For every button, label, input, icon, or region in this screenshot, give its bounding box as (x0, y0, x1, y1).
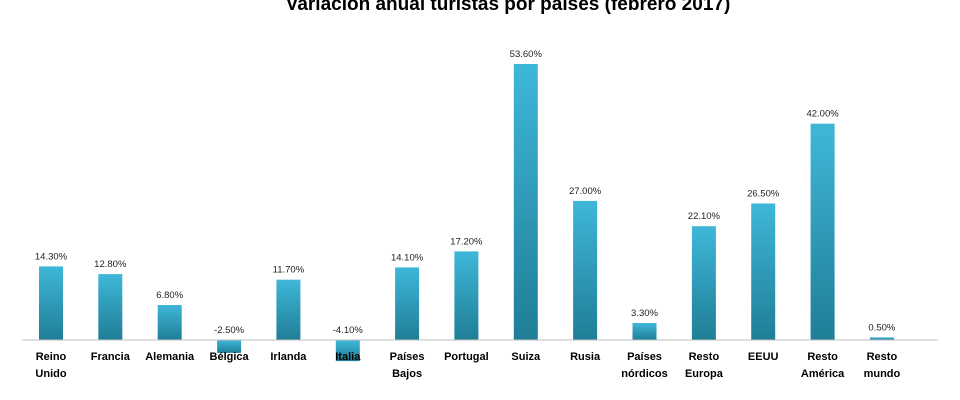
value-label-paises-nordicos: 3.30% (631, 308, 658, 319)
value-label-paises-bajos: 14.10% (391, 252, 424, 263)
category-label-resto-mundo: Resto (867, 351, 898, 363)
bar-suiza (513, 64, 538, 340)
category-label-resto-america: América (801, 368, 845, 380)
category-label-paises-nordicos: Países (627, 351, 662, 363)
bar-francia (98, 274, 123, 340)
bar-belgica (217, 340, 242, 353)
bar-resto-america (810, 123, 835, 340)
value-label-resto-mundo: 0.50% (868, 322, 895, 333)
value-label-irlanda: 11.70% (273, 265, 305, 276)
bar-resto-europa (691, 226, 716, 340)
value-label-reino-unido: 14.30% (35, 251, 68, 262)
category-label-reino-unido: Reino (36, 351, 67, 363)
value-label-alemania: 6.80% (156, 290, 183, 301)
category-label-italia: Italia (335, 351, 361, 363)
value-label-italia: -4.10% (333, 325, 364, 336)
value-label-francia: 12.80% (94, 259, 127, 270)
bar-irlanda (276, 279, 301, 340)
category-label-suiza: Suiza (511, 351, 541, 363)
bar-rusia (573, 200, 598, 340)
category-label-resto-america: Resto (807, 351, 838, 363)
bar-paises-bajos (395, 267, 420, 340)
category-label-reino-unido: Unido (35, 368, 66, 380)
bar-alemania (157, 305, 182, 340)
value-label-suiza: 53.60% (510, 49, 543, 60)
bar-paises-nordicos (632, 323, 657, 340)
bar-portugal (454, 251, 479, 340)
category-label-paises-bajos: Bajos (392, 368, 422, 380)
category-label-francia: Francia (91, 351, 131, 363)
bar-reino-unido (39, 266, 63, 340)
category-label-resto-mundo: mundo (864, 368, 901, 380)
labels-layer: 14.30% Reino Unido 12.80% Francia 6.80% Aleman… (35, 49, 901, 380)
category-label-alemania: Alemania (145, 351, 195, 363)
value-label-portugal: 17.20% (450, 236, 483, 247)
category-label-irlanda: Irlanda (270, 351, 307, 363)
bar-eeuu (751, 203, 776, 340)
category-label-portugal: Portugal (444, 351, 489, 363)
category-label-rusia: Rusia (570, 351, 601, 363)
category-label-paises-bajos: Países (390, 351, 425, 363)
bar-resto-mundo (869, 337, 894, 340)
category-label-paises-nordicos: nórdicos (621, 368, 667, 380)
chart-title: Variación anual turistas por países (feb… (285, 0, 731, 15)
value-label-resto-europa: 22.10% (688, 211, 721, 222)
category-label-eeuu: EEUU (748, 351, 779, 363)
category-label-resto-europa: Europa (685, 368, 724, 380)
bar-italia (335, 340, 360, 362)
value-label-eeuu: 26.50% (747, 189, 780, 200)
category-label-belgica: Bélgica (210, 351, 250, 363)
bars-layer (39, 64, 894, 362)
value-label-resto-america: 42.00% (806, 109, 839, 120)
value-label-belgica: -2.50% (214, 325, 245, 336)
category-label-resto-europa: Resto (689, 351, 720, 363)
value-label-rusia: 27.00% (569, 186, 602, 197)
